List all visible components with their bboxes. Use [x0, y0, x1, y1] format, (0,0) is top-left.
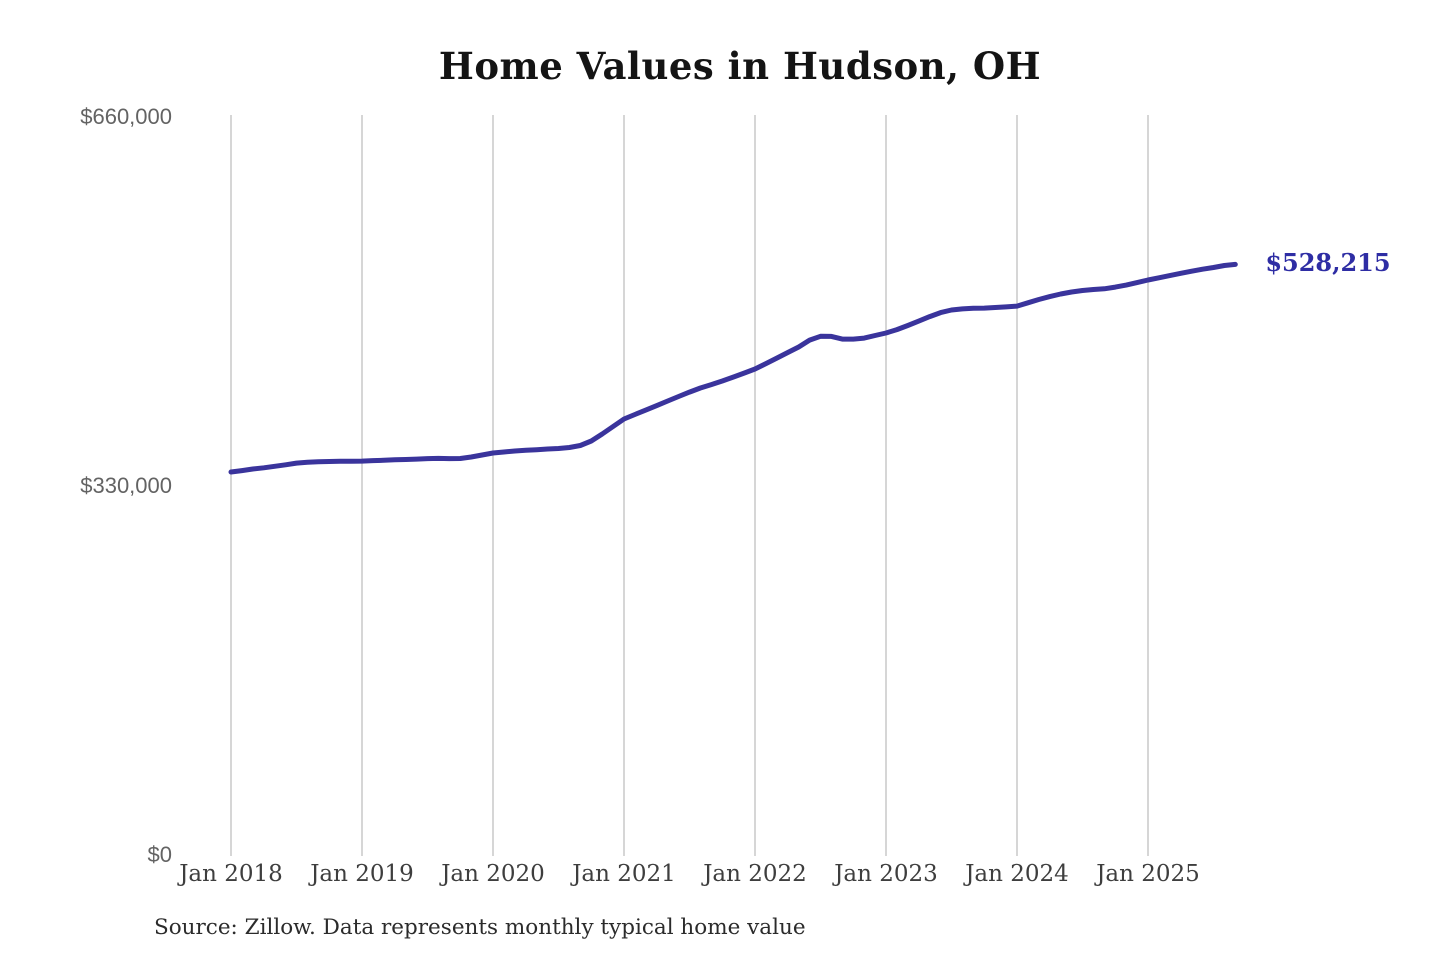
x-tick-label: Jan 2018	[179, 861, 283, 887]
x-tick-label: Jan 2021	[572, 861, 676, 887]
home-value-line	[228, 261, 1238, 475]
x-tick-label: Jan 2019	[310, 861, 414, 887]
x-tick-label: Jan 2024	[965, 861, 1069, 887]
x-tick-label: Jan 2023	[834, 861, 938, 887]
y-tick-label: $660,000	[80, 104, 172, 129]
latest-value-label: $528,215	[1265, 248, 1391, 278]
x-tick-label: Jan 2025	[1096, 861, 1200, 887]
chart-title: Home Values in Hudson, OH	[438, 44, 1042, 88]
y-tick-label: $330,000	[80, 473, 172, 498]
x-tick-label: Jan 2022	[703, 861, 807, 887]
x-tick-label: Jan 2020	[441, 861, 545, 887]
source-note: Source: Zillow. Data represents monthly …	[154, 915, 806, 940]
y-tick-label: $0	[147, 842, 172, 867]
